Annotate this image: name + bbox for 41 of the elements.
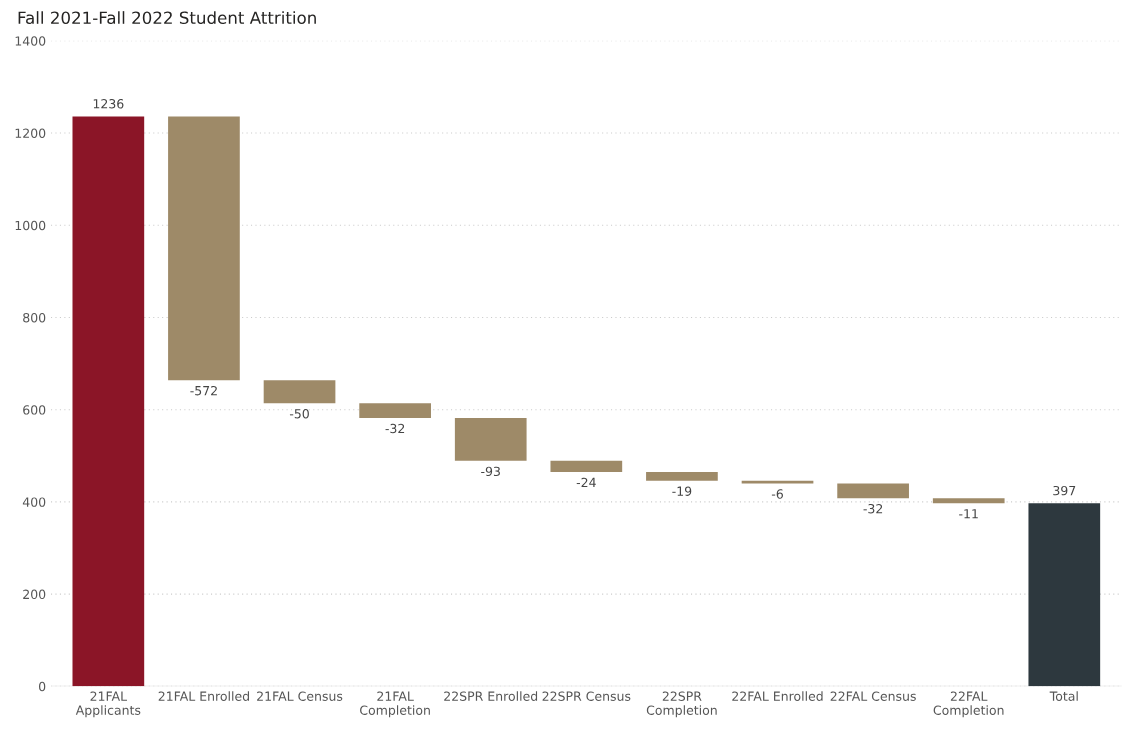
data-label: -50 [289,408,309,419]
x-tick-label: 22FAL Completion [933,691,1004,718]
bar [932,498,1005,504]
x-tick-label: 22FAL Enrolled [732,691,823,701]
data-label: -32 [863,503,883,514]
y-tick-label: 400 [22,497,46,507]
x-tick-label: 22SPR Enrolled [444,691,538,701]
bar [263,380,336,404]
data-label: -19 [672,486,692,496]
data-label: -572 [190,385,217,396]
chart-title: Fall 2021-Fall 2022 Student Attrition [18,11,316,25]
data-label: -6 [771,489,783,499]
bar [72,116,145,687]
x-tick-label: 21FAL Completion [360,691,430,718]
bar [359,403,431,418]
data-label: -93 [481,466,500,477]
x-tick-label: 21FAL Applicants [75,691,141,718]
x-tick-label: Total [1049,691,1078,701]
data-label: 1236 [93,99,124,109]
x-tick-label: 21FAL Enrolled [158,691,249,701]
x-tick-label: 21FAL Census [257,691,343,701]
data-label: -11 [959,509,978,519]
x-tick-label: 22FAL Census [830,691,916,701]
bar [837,483,909,499]
bar [646,471,718,481]
bar [168,116,240,381]
y-tick-label: 0 [38,681,46,692]
y-tick-label: 600 [23,405,46,415]
y-tick-label: 200 [23,589,46,600]
data-label: -24 [576,477,596,487]
y-tick-label: 800 [23,312,46,323]
bar [454,417,527,461]
y-tick-label: 1400 [15,36,46,46]
y-tick-label: 1000 [15,220,46,231]
bar [550,460,623,472]
data-label: 397 [1053,485,1076,496]
y-tick-label: 1200 [15,128,46,138]
data-label: -32 [385,423,405,434]
x-tick-label: 22SPR Completion [646,691,717,718]
x-tick-label: 22SPR Census [542,691,631,701]
bar [1028,503,1101,687]
